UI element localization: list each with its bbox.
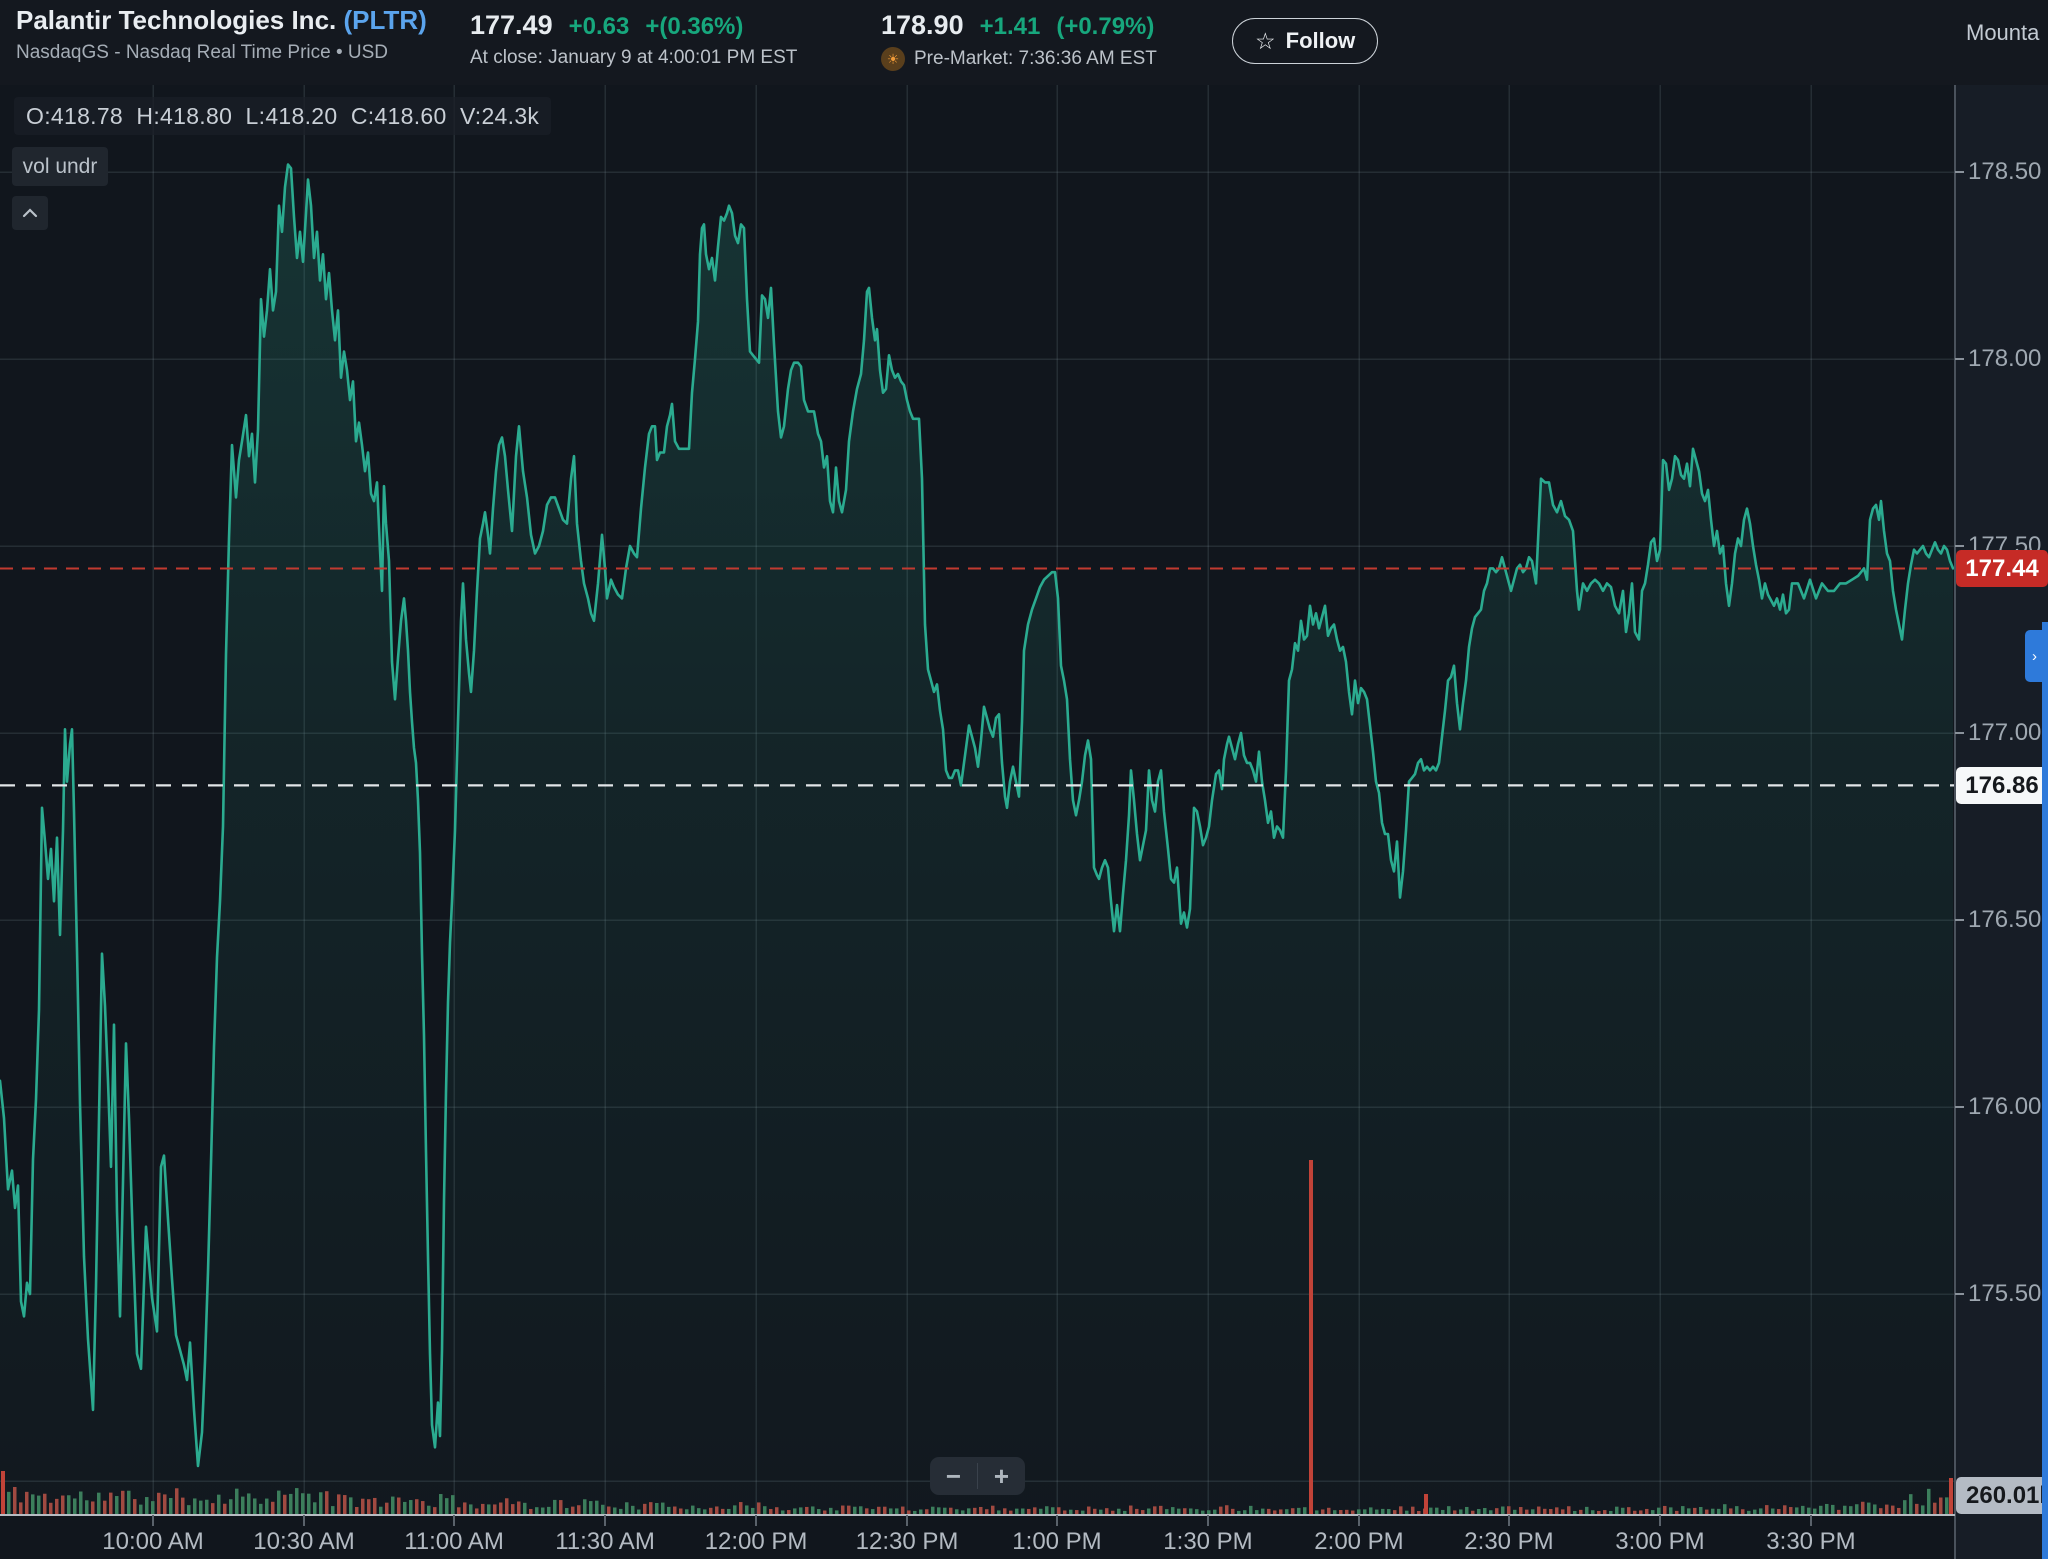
sunrise-icon: ☀ xyxy=(881,47,905,71)
vol-undr-indicator-button[interactable]: vol undr xyxy=(12,147,108,186)
zoom-out-button[interactable]: − xyxy=(930,1457,977,1495)
time-tick-label: 1:00 PM xyxy=(1012,1528,1102,1555)
time-tick-label: 2:30 PM xyxy=(1464,1528,1554,1555)
time-tick-label: 11:30 AM xyxy=(555,1528,655,1555)
price-tick-label: 178.50 xyxy=(1968,158,2042,185)
time-tick-label: 3:00 PM xyxy=(1615,1528,1705,1555)
time-tick-label: 11:00 AM xyxy=(404,1528,504,1555)
time-tick-label: 10:30 AM xyxy=(253,1528,355,1555)
side-panel-strip xyxy=(2042,622,2048,1559)
ohlc-readout: O:418.78 H:418.80 L:418.20 C:418.60 V:24… xyxy=(14,97,552,135)
zoom-controls: − + xyxy=(930,1457,1025,1495)
at-close-caption: At close: January 9 at 4:00:01 PM EST xyxy=(470,47,798,68)
last-price-badge: 177.44 xyxy=(1956,550,2048,587)
premarket-change-percent: (+0.79%) xyxy=(1056,13,1155,40)
zoom-divider xyxy=(977,1463,978,1489)
premarket-change: +1.41 xyxy=(979,13,1041,40)
quote-header: Palantir Technologies Inc. (PLTR) Nasdaq… xyxy=(0,0,2048,85)
price-tick-label: 177.00 xyxy=(1968,719,2042,746)
time-tick-label: 2:00 PM xyxy=(1314,1528,1404,1555)
time-tick-label: 1:30 PM xyxy=(1163,1528,1253,1555)
volume-badge: 260.01k xyxy=(1956,1477,2048,1514)
price-change: +0.63 xyxy=(568,13,630,40)
chart-style-dropdown[interactable]: Mounta xyxy=(1966,20,2040,45)
collapse-legend-button[interactable] xyxy=(12,196,48,230)
time-tick-label: 12:30 PM xyxy=(855,1528,959,1555)
expand-panel-button[interactable]: › xyxy=(2025,630,2044,682)
premarket-caption: ☀ Pre-Market: 7:36:36 AM EST xyxy=(881,47,1157,71)
ticker-symbol: (PLTR) xyxy=(343,5,427,35)
follow-button[interactable]: ☆ Follow xyxy=(1232,18,1379,64)
zoom-in-button[interactable]: + xyxy=(978,1457,1025,1495)
time-tick-label: 12:00 PM xyxy=(704,1528,808,1555)
price-tick-label: 175.50 xyxy=(1968,1280,2042,1307)
exchange-info: NasdaqGS - Nasdaq Real Time Price • USD xyxy=(16,42,389,63)
page-title: Palantir Technologies Inc. (PLTR) xyxy=(16,5,427,36)
chevron-up-icon xyxy=(22,208,38,218)
premarket-price: 178.90 xyxy=(881,10,964,40)
price-tick-label: 176.50 xyxy=(1968,906,2042,933)
price-change-percent: +(0.36%) xyxy=(645,13,744,40)
price-tick-label: 176.00 xyxy=(1968,1093,2042,1120)
time-tick-label: 10:00 AM xyxy=(102,1528,204,1555)
regular-price-group: 177.49 +0.63 +(0.36%) xyxy=(470,10,743,41)
company-name: Palantir Technologies Inc. xyxy=(16,5,337,35)
price-tick-label: 178.00 xyxy=(1968,345,2042,372)
star-icon: ☆ xyxy=(1255,27,1276,54)
last-close-price: 177.49 xyxy=(470,10,553,40)
time-tick-label: 3:30 PM xyxy=(1766,1528,1856,1555)
premarket-price-group: 178.90 +1.41 (+0.79%) xyxy=(881,10,1154,41)
previous-close-badge: 176.86 xyxy=(1956,767,2048,804)
